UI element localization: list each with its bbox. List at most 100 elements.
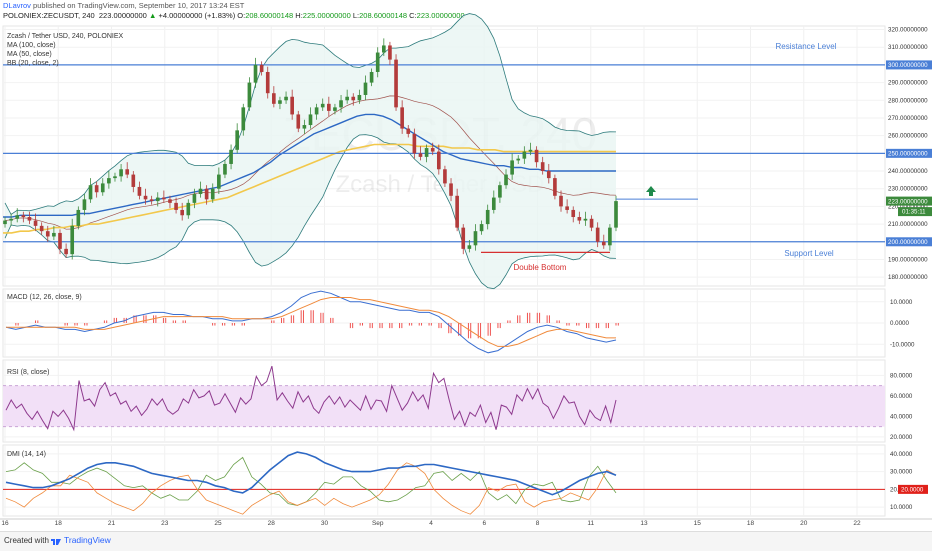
candle-body — [204, 188, 209, 200]
candle-body — [565, 206, 569, 210]
candle-body — [94, 185, 99, 193]
candle-body — [345, 96, 349, 101]
price-change: +4.00000000 (+1.83%) — [158, 11, 236, 20]
candle-body — [143, 195, 148, 200]
close-label: C: — [409, 11, 417, 20]
x-tick-label: 18 — [55, 520, 63, 527]
candle-body — [88, 185, 93, 200]
candle-body — [455, 195, 459, 228]
candle-body — [302, 125, 307, 129]
candle-body — [528, 149, 533, 152]
candle-body — [198, 188, 203, 195]
candle-body — [186, 202, 191, 216]
y-tick-label: 240.00000000 — [888, 168, 928, 175]
y-tick-label: 40.0000 — [890, 451, 913, 458]
candle-body — [546, 171, 551, 179]
candle-body — [174, 202, 178, 210]
candle-body — [52, 232, 56, 237]
time-tag — [898, 207, 932, 217]
last-price: 223.00000000 — [98, 11, 147, 20]
candle-body — [3, 220, 7, 225]
main-legend-title[interactable]: Zcash / Tether USD, 240, POLONIEX — [7, 33, 124, 40]
x-tick-label: 22 — [853, 520, 861, 527]
y-tick-label: 80.0000 — [890, 372, 913, 379]
x-tick-label: Sep — [372, 520, 384, 527]
y-tick-label: 0.0000 — [890, 320, 909, 327]
candle-body — [504, 174, 508, 186]
bollinger-lower — [4, 134, 617, 290]
dmi-frame — [2, 444, 886, 517]
x-tick-label: 6 — [482, 520, 486, 527]
author-link[interactable]: DLavrov — [3, 1, 31, 10]
candle-body — [229, 149, 233, 164]
rsi-band — [3, 385, 885, 427]
candle-body — [82, 199, 87, 210]
rsi-pane — [3, 365, 885, 432]
candle-body — [473, 231, 478, 246]
candle-body — [45, 231, 50, 237]
level-label-200: 200.00000000 — [888, 239, 928, 246]
ma100-legend[interactable]: MA (100, close) — [7, 42, 56, 49]
x-tick-label: 23 — [161, 520, 169, 527]
open-label: O: — [237, 11, 246, 20]
candle-body — [559, 195, 563, 207]
dmi-legend[interactable]: DMI (14, 14) — [7, 451, 46, 458]
macd-line — [5, 290, 617, 354]
candle-body — [39, 225, 44, 232]
high-label: H: — [295, 11, 303, 20]
y-tick-label: 210.00000000 — [888, 221, 928, 228]
up-arrow-icon: ▲ — [148, 11, 157, 20]
x-tick-label: 15 — [694, 520, 702, 527]
y-tick-label: 10.0000 — [890, 299, 913, 306]
candle-body — [107, 178, 111, 184]
y-tick-label: 280.00000000 — [888, 97, 928, 104]
candle-body — [21, 215, 26, 218]
candle-body — [168, 199, 172, 203]
candle-body — [339, 100, 343, 108]
candle-body — [375, 52, 380, 72]
bollinger-upper — [4, 13, 617, 215]
low-label: L: — [352, 11, 360, 20]
y-tick-label: 320.00000000 — [888, 27, 928, 34]
bollinger-fill — [5, 13, 616, 289]
bollinger-basis — [4, 95, 617, 230]
candle-body — [155, 197, 160, 202]
y-tick-label: 270.00000000 — [888, 115, 928, 122]
candle-body — [381, 45, 386, 53]
dmi-pane — [3, 451, 885, 515]
rsi-legend[interactable]: RSI (8, close) — [7, 369, 50, 376]
candle-body — [9, 218, 13, 221]
y-tick-label: 260.00000000 — [888, 133, 928, 140]
candle-body — [272, 93, 276, 104]
ma50-legend[interactable]: MA (50, close) — [7, 51, 52, 58]
dmi-minus-line — [5, 462, 617, 515]
bb-legend[interactable]: BB (20, close, 2) — [7, 60, 59, 67]
candle-body — [400, 107, 404, 129]
close-value: 223.00000000 — [416, 11, 465, 20]
x-tick-label: 20 — [800, 520, 808, 527]
candle-body — [479, 224, 484, 232]
candle-body — [583, 218, 588, 221]
tradingview-brand[interactable]: TradingView — [64, 535, 111, 545]
candle-body — [418, 153, 423, 157]
candle-body — [491, 197, 496, 210]
candle-body — [327, 103, 331, 111]
candle-body — [149, 199, 154, 202]
quote-bar: POLONIEX:ZECUSDT, 240 223.00000000 ▲ +4.… — [3, 11, 465, 21]
candle-body — [430, 148, 435, 152]
candle-body — [308, 114, 313, 126]
y-tick-label: 10.0000 — [890, 504, 913, 511]
dmi-reference-tag — [898, 484, 928, 494]
resistance-label: Resistance Level — [776, 42, 837, 51]
level-tag-250 — [886, 148, 932, 158]
double-bottom-label: Double Bottom — [514, 263, 567, 272]
axes: 16 18 21 23 25 28 30 Sep 4 6 8 11 13 15 18 20 22 320.0000… — [0, 27, 932, 527]
macd-legend[interactable]: MACD (12, 26, close, 9) — [7, 294, 82, 301]
candle-body — [406, 128, 411, 134]
candle-body — [333, 107, 337, 111]
candle-body — [577, 217, 582, 221]
y-tick-label: 20.0000 — [890, 434, 913, 441]
candle-body — [314, 107, 319, 115]
